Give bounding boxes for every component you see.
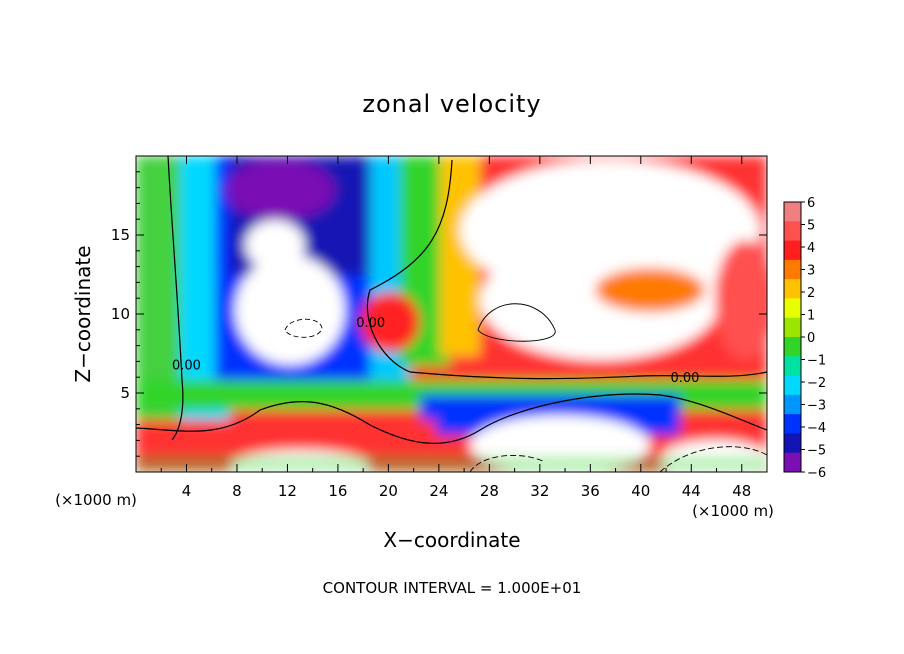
heatmap-field	[136, 156, 767, 472]
x-tick-label: 28	[480, 482, 499, 500]
x-axis: 4 8 12 16 20 24 28 32 36 40 44 48	[160, 156, 751, 500]
zero-contour-main	[366, 159, 767, 380]
colorbar-swatch	[784, 394, 801, 415]
y-tick-label: 5	[120, 384, 130, 402]
colorbar-swatch	[784, 221, 801, 242]
colorbar-label: 0	[807, 331, 815, 346]
colorbar-swatch	[784, 375, 801, 396]
colorbar-swatch	[784, 279, 801, 299]
colorbar-label: 3	[807, 264, 815, 279]
x-tick-label: 16	[328, 482, 347, 500]
x-unit-left: (×1000 m)	[55, 491, 137, 509]
colorbar-swatch	[784, 452, 801, 473]
colorbar-swatch	[784, 337, 801, 357]
contour-labels: 0.00 0.00 0.00	[172, 316, 699, 386]
contour-label: 0.00	[172, 359, 201, 374]
contour-interval-note: CONTOUR INTERVAL = 1.000E+01	[323, 579, 582, 597]
contour-label: 0.00	[670, 371, 699, 386]
colorbar: 6 5 4 3 2 1 0 −1 −2 −3 −4 −5 −6	[783, 196, 826, 481]
y-axis: 5 10 15	[111, 171, 767, 457]
colorbar-label: 2	[807, 286, 815, 301]
x-tick-label: 12	[278, 482, 297, 500]
colorbar-label: −5	[807, 444, 826, 459]
colorbar-swatch	[784, 414, 801, 434]
colorbar-label: −3	[807, 399, 826, 414]
zero-contour-left	[167, 156, 184, 441]
contour-label: 0.00	[356, 316, 385, 331]
colorbar-swatch	[784, 433, 801, 454]
contour-dashed-bottom2	[469, 454, 546, 472]
y-tick-label: 15	[111, 226, 130, 244]
colorbar-swatch	[784, 240, 801, 261]
x-unit-right: (×1000 m)	[692, 502, 774, 520]
colorbar-label: 4	[807, 241, 815, 256]
x-tick-label: 48	[732, 482, 751, 500]
colorbar-label: 5	[807, 219, 815, 234]
x-tick-label: 8	[232, 482, 242, 500]
colorbar-swatch	[784, 298, 801, 319]
x-tick-label: 32	[530, 482, 549, 500]
colorbar-label: −4	[807, 421, 826, 436]
y-tick-label: 10	[111, 305, 130, 323]
chart-title: zonal velocity	[362, 90, 541, 118]
x-tick-label: 20	[379, 482, 398, 500]
colorbar-swatch	[784, 202, 801, 222]
x-tick-label: 40	[631, 482, 650, 500]
y-axis-label: Z−coordinate	[71, 245, 95, 382]
x-tick-label: 4	[182, 482, 192, 500]
colorbar-swatch	[784, 259, 801, 280]
x-tick-label: 36	[581, 482, 600, 500]
contour-loop-center	[477, 303, 556, 342]
zero-contour-lower	[136, 393, 767, 444]
colorbar-swatch	[784, 356, 801, 377]
contour-loop-left	[284, 318, 323, 338]
colorbar-swatch	[784, 317, 801, 338]
x-tick-label: 24	[429, 482, 448, 500]
x-tick-label: 44	[682, 482, 701, 500]
contour-dashed-bottom	[659, 446, 767, 472]
colorbar-label: 6	[807, 196, 815, 211]
colorbar-label: 1	[807, 309, 815, 324]
colorbar-label: −2	[807, 376, 826, 391]
x-axis-label: X−coordinate	[383, 528, 520, 552]
colorbar-label: −6	[807, 466, 826, 481]
colorbar-label: −1	[807, 354, 826, 369]
